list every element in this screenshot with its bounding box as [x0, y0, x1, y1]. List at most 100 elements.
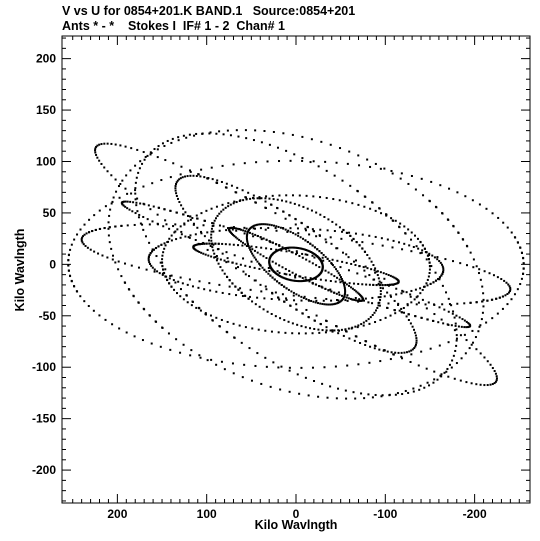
- uv-point: [445, 370, 448, 373]
- uv-point: [339, 147, 342, 150]
- uv-point: [420, 350, 423, 353]
- uv-point: [277, 331, 280, 334]
- uv-point: [337, 299, 340, 302]
- uv-point: [86, 246, 89, 249]
- uv-point: [295, 252, 298, 255]
- uv-point: [91, 230, 94, 233]
- uv-point: [225, 251, 228, 254]
- uv-point: [423, 247, 426, 250]
- uv-point: [304, 326, 307, 329]
- uv-point: [267, 272, 270, 275]
- uv-point: [345, 330, 348, 333]
- uv-point: [300, 280, 303, 283]
- uv-point: [365, 319, 368, 322]
- uv-point: [337, 332, 340, 335]
- uv-point: [98, 209, 101, 212]
- uv-point: [110, 202, 113, 205]
- uv-point: [183, 223, 186, 226]
- uv-point: [147, 259, 150, 262]
- uv-point: [264, 223, 267, 226]
- uv-point: [397, 303, 400, 306]
- uv-point: [254, 201, 257, 204]
- uv-point: [253, 227, 256, 230]
- uv-point: [212, 230, 215, 233]
- uv-point: [304, 279, 307, 282]
- uv-point: [438, 276, 441, 279]
- uv-point: [269, 385, 272, 388]
- uv-point: [147, 255, 150, 258]
- uv-point: [379, 360, 382, 363]
- uv-point: [242, 199, 245, 202]
- uv-point: [338, 278, 341, 281]
- uv-point: [335, 268, 338, 271]
- uv-point: [388, 393, 391, 396]
- uv-point: [243, 363, 246, 366]
- uv-point: [322, 259, 325, 262]
- uv-point: [211, 319, 214, 322]
- uv-point: [234, 227, 237, 230]
- uv-point: [118, 327, 121, 330]
- uv-point: [394, 277, 397, 280]
- uv-point: [282, 210, 285, 213]
- uv-point: [338, 293, 341, 296]
- uv-point: [197, 173, 200, 176]
- uv-point: [120, 224, 123, 227]
- y-tick-label: -50: [39, 309, 57, 323]
- uv-point: [438, 278, 441, 281]
- uv-point: [180, 230, 183, 233]
- uv-point: [294, 273, 297, 276]
- uv-point: [313, 256, 316, 259]
- uv-point: [357, 203, 360, 206]
- uv-point: [410, 349, 413, 352]
- uv-point: [158, 272, 161, 275]
- uv-point: [417, 247, 420, 250]
- uv-point: [287, 278, 290, 281]
- uv-point: [428, 261, 431, 264]
- uv-point: [241, 244, 244, 247]
- uv-point: [285, 194, 288, 197]
- uv-point: [324, 160, 327, 163]
- uv-point: [336, 276, 339, 279]
- uv-point: [318, 331, 321, 334]
- uv-point: [405, 291, 408, 294]
- uv-point: [169, 348, 172, 351]
- uv-point: [371, 302, 374, 305]
- uv-point: [384, 284, 387, 287]
- uv-point: [372, 278, 375, 281]
- uv-point: [333, 291, 336, 294]
- uv-point: [206, 177, 209, 180]
- uv-point: [281, 246, 284, 249]
- uv-point: [378, 284, 381, 287]
- uv-point: [350, 262, 353, 265]
- uv-point: [183, 222, 186, 225]
- uv-point: [477, 272, 480, 275]
- uv-point: [460, 325, 463, 328]
- uv-point: [401, 289, 404, 292]
- uv-point: [179, 288, 182, 291]
- uv-point: [389, 294, 392, 297]
- uv-point: [422, 194, 425, 197]
- uv-point: [115, 190, 118, 193]
- uv-point: [174, 187, 177, 190]
- uv-point: [357, 363, 360, 366]
- uv-point: [111, 258, 114, 261]
- uv-point: [482, 292, 485, 295]
- uv-point: [520, 277, 523, 280]
- uv-point: [311, 262, 314, 265]
- uv-point: [437, 277, 440, 280]
- uv-point: [380, 212, 383, 215]
- uv-point: [463, 319, 466, 322]
- uv-point: [245, 236, 248, 239]
- uv-point: [295, 253, 298, 256]
- uv-point: [397, 351, 400, 354]
- uv-point: [347, 269, 350, 272]
- y-tick-label: 150: [36, 103, 56, 117]
- uv-point: [381, 284, 384, 287]
- uv-point: [250, 260, 253, 263]
- uv-point: [491, 383, 494, 386]
- uv-point: [189, 170, 192, 173]
- uv-point: [124, 205, 127, 208]
- uv-point: [170, 234, 173, 237]
- uv-point: [194, 248, 197, 251]
- uv-point: [428, 265, 431, 268]
